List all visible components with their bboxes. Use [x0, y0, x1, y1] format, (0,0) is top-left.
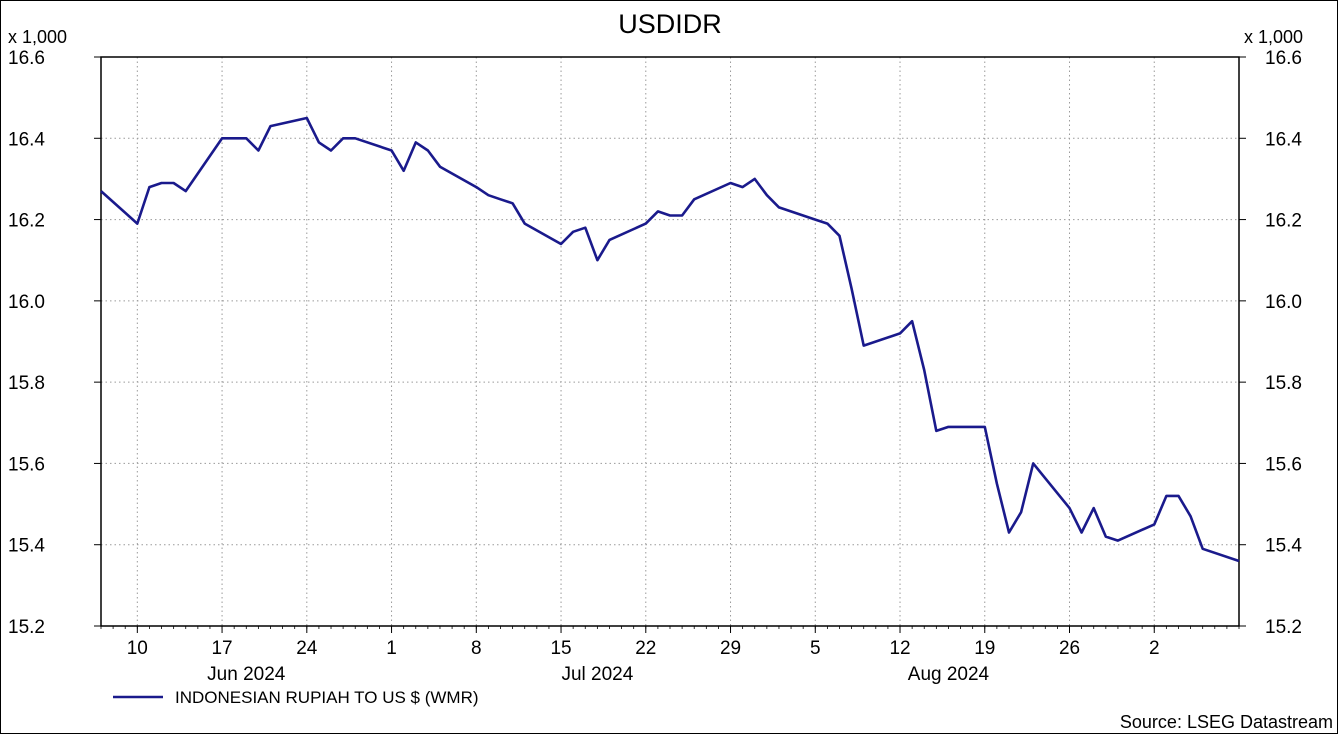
chart-title: USDIDR: [618, 9, 722, 39]
y-tick-label-right: 15.8: [1265, 373, 1302, 394]
x-tick-label: 15: [550, 638, 571, 659]
x-tick-label: 2: [1149, 638, 1160, 659]
x-tick-label: 24: [296, 638, 318, 659]
plot-area: [100, 56, 1240, 627]
y-multiplier-right: x 1,000: [1244, 27, 1303, 47]
month-label: Jun 2024: [207, 664, 286, 685]
y-tick-label-left: 16.0: [8, 292, 45, 313]
y-tick-label-left: 15.4: [8, 536, 45, 557]
grid-lines: [101, 57, 1239, 626]
y-tick-label-right: 15.2: [1265, 617, 1302, 638]
y-tick-label-right: 15.6: [1265, 454, 1302, 475]
month-label: Jul 2024: [561, 664, 633, 685]
series-line: [100, 116, 1240, 563]
y-tick-label-right: 16.0: [1265, 292, 1302, 313]
x-tick-label: 19: [974, 638, 995, 659]
y-tick-label-right: 16.4: [1265, 129, 1302, 150]
y-tick-label-left: 15.8: [8, 373, 45, 394]
x-tick-label: 1: [386, 638, 397, 659]
x-tick-label: 17: [211, 638, 232, 659]
y-tick-label-right: 16.2: [1265, 211, 1302, 232]
y-tick-label-left: 15.2: [8, 617, 45, 638]
y-tick-label-left: 15.6: [8, 454, 45, 475]
series-group: [100, 116, 1240, 563]
x-tick-label: 8: [471, 638, 482, 659]
y-tick-label-left: 16.2: [8, 211, 45, 232]
x-tick-label: 12: [889, 638, 910, 659]
y-tick-label-left: 16.6: [8, 48, 45, 69]
x-tick-label: 29: [720, 638, 741, 659]
x-tick-label: 5: [810, 638, 821, 659]
source-note: Source: LSEG Datastream: [1120, 712, 1333, 732]
y-tick-label-left: 16.4: [8, 129, 45, 150]
x-tick-label: 26: [1059, 638, 1080, 659]
legend-label: INDONESIAN RUPIAH TO US $ (WMR): [175, 688, 479, 707]
y-axes: 16.6 16.6 16.4 16.4 16.2 16.2 16.0 16.0 15.8 15.8…: [8, 48, 1302, 638]
x-tick-label: 22: [635, 638, 656, 659]
y-tick-label-right: 15.4: [1265, 536, 1302, 557]
month-label: Aug 2024: [908, 664, 990, 685]
x-axis: 10 17 24 1 8 15 22 29 5 12 19 26 2 Jun 2024 Jul 2024 Au…: [100, 626, 1240, 685]
y-multiplier-left: x 1,000: [8, 27, 67, 47]
x-tick-label: 10: [127, 638, 148, 659]
y-tick-label-right: 16.6: [1265, 48, 1302, 69]
